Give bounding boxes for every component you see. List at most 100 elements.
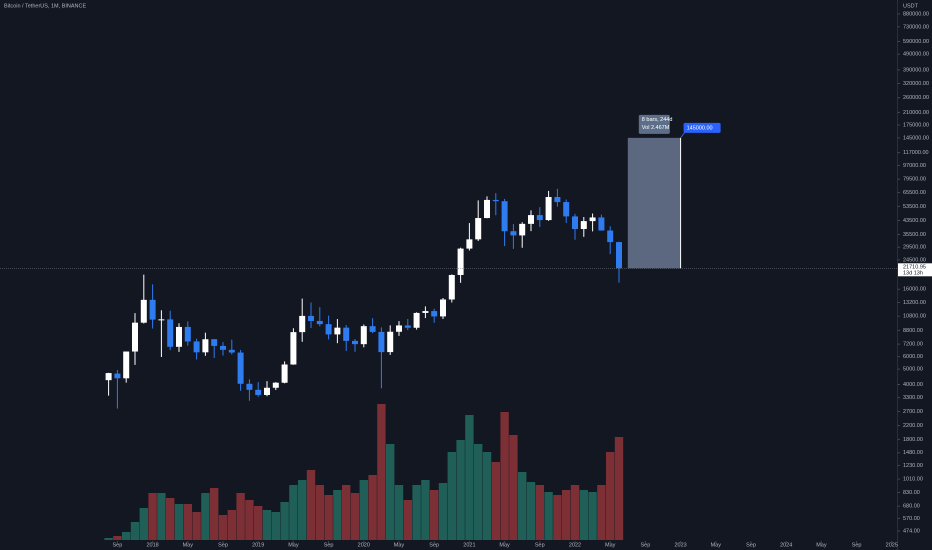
- y-tick-label: 830.00: [903, 490, 920, 496]
- volume-bar: [474, 444, 483, 540]
- y-tick-label: 2200.00: [903, 423, 923, 429]
- volume-bar: [500, 412, 509, 540]
- candle-body: [519, 223, 526, 236]
- volume-bar: [562, 490, 571, 540]
- volume-bar: [157, 493, 166, 540]
- candle-body: [378, 331, 385, 353]
- volume-bar: [227, 510, 236, 540]
- candle-body: [158, 319, 165, 321]
- volume-bar: [280, 502, 289, 540]
- x-tick-label: Sep: [746, 542, 756, 548]
- x-tick-label: 2021: [463, 542, 475, 548]
- volume-bar: [245, 500, 254, 540]
- volume-bar: [122, 532, 131, 540]
- x-tick-label: Sep: [852, 542, 862, 548]
- candle-body: [325, 324, 332, 335]
- volume-bar: [324, 495, 333, 540]
- volume-bar: [306, 470, 316, 540]
- x-tick-label: 2019: [252, 542, 264, 548]
- volume-bar: [597, 485, 606, 540]
- y-tick-label: 4000.00: [903, 382, 923, 388]
- volume-bar: [421, 480, 430, 540]
- x-tick-label: May: [711, 542, 722, 548]
- x-tick-label: May: [499, 542, 510, 548]
- x-tick-label: Sep: [429, 542, 439, 548]
- measure-target-box: [683, 122, 721, 133]
- candle-body: [237, 352, 244, 384]
- volume-bar: [386, 444, 395, 540]
- volume-bar: [509, 435, 518, 540]
- x-tick-label: Sep: [535, 542, 545, 548]
- volume-bar: [342, 485, 351, 540]
- candle-body: [176, 326, 182, 347]
- y-tick-label: 10800.00: [903, 314, 926, 320]
- x-tick-label: May: [816, 542, 827, 548]
- x-tick-label: 2022: [569, 542, 581, 548]
- y-tick-label: 117000.00: [903, 150, 929, 156]
- y-tick-label: 1010.00: [903, 476, 923, 482]
- candle-body: [607, 230, 614, 243]
- countdown-label: 13d 13h: [903, 270, 923, 276]
- x-tick-label: Sep: [324, 542, 334, 548]
- y-tick-label: 490000.00: [903, 52, 929, 58]
- candle-body: [563, 202, 570, 217]
- candle-body: [352, 340, 358, 345]
- candle-body: [369, 326, 376, 332]
- y-tick-label: 175000.00: [903, 122, 929, 128]
- y-tick-label: 6000.00: [903, 354, 923, 360]
- volume-bar: [210, 488, 219, 540]
- y-tick-label: 1230.00: [903, 463, 923, 469]
- y-tick-label: 390000.00: [903, 67, 929, 73]
- x-tick-label: May: [605, 542, 616, 548]
- candle-body: [572, 216, 578, 230]
- x-tick-label: Sep: [113, 542, 123, 548]
- candle-body: [334, 327, 341, 335]
- candle-body: [475, 218, 482, 240]
- candle-body: [290, 332, 297, 365]
- x-tick-label: 2023: [674, 542, 686, 548]
- y-tick-label: 97000.00: [903, 163, 926, 169]
- candle-body: [413, 312, 420, 328]
- candle-body: [448, 274, 455, 300]
- candle-body: [184, 326, 191, 342]
- volume-bar: [139, 508, 148, 540]
- candle-body: [616, 242, 622, 269]
- candle-body: [528, 215, 534, 224]
- volume-bar: [570, 485, 580, 540]
- y-tick-label: 2700.00: [903, 409, 923, 415]
- y-tick-label: 474.00: [903, 528, 920, 534]
- candle-body: [545, 197, 552, 221]
- candle-body: [536, 215, 543, 221]
- volume-bar: [465, 415, 474, 540]
- volume-bar: [377, 404, 386, 540]
- candle-body: [281, 364, 288, 383]
- x-tick-label: 2020: [358, 542, 370, 548]
- y-tick-label: 8800.00: [903, 328, 923, 334]
- volume-bar: [166, 498, 175, 540]
- x-tick-label: 2018: [146, 542, 158, 548]
- volume-bar: [298, 480, 307, 540]
- volume-bar: [368, 475, 377, 540]
- candle-body: [598, 217, 605, 231]
- chart-title: Bitcoin / TetherUS, 1M, BINANCE: [4, 3, 86, 9]
- volume-bar: [544, 492, 553, 540]
- candle-body: [264, 387, 270, 395]
- volume-bar: [148, 493, 157, 540]
- volume-bar: [606, 452, 615, 540]
- volume-bar: [518, 472, 527, 540]
- measure-box: [627, 137, 681, 269]
- y-tick-label: 1480.00: [903, 450, 923, 456]
- candle-body: [589, 217, 596, 222]
- candle-body: [132, 322, 138, 352]
- candle-body: [167, 319, 174, 347]
- volume-bar: [456, 440, 465, 540]
- volume-bar: [412, 485, 421, 540]
- candle-body: [431, 311, 438, 317]
- candle-body: [193, 341, 200, 353]
- axis-unit: USDT: [903, 3, 919, 9]
- candle-body: [246, 383, 253, 390]
- candle-body: [484, 199, 490, 219]
- y-tick-label: 680.00: [903, 504, 920, 510]
- candle-body: [440, 299, 446, 317]
- x-tick-label: 2025: [886, 542, 898, 548]
